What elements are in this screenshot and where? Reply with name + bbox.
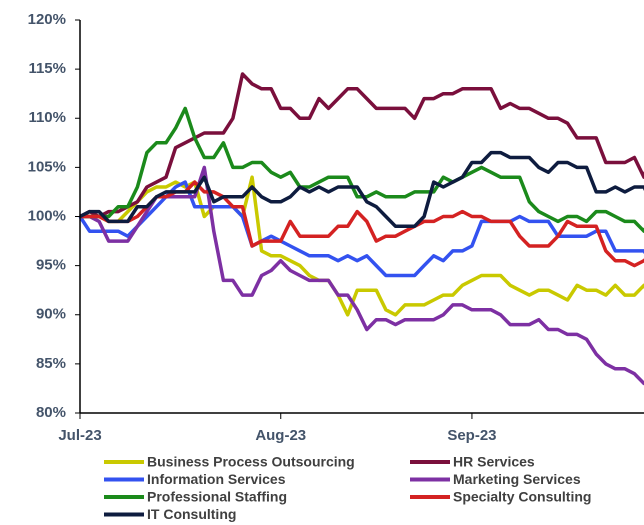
y-tick-label: 80% — [36, 404, 66, 421]
y-tick-label: 95% — [36, 257, 66, 274]
series-line — [80, 175, 644, 317]
y-tick-label: 110% — [28, 109, 66, 126]
series-line — [79, 150, 644, 229]
legend-label: Business Process Outsourcing — [147, 454, 355, 470]
y-tick-label: 120% — [28, 11, 66, 28]
legend-label: IT Consulting — [147, 506, 236, 522]
y-tick-label: 105% — [28, 158, 66, 175]
legend-label: Information Services — [147, 471, 286, 487]
x-tick-label: Sep-23 — [447, 427, 496, 444]
legend-label: HR Services — [453, 454, 535, 470]
y-tick-label: 115% — [28, 60, 66, 77]
series-line — [79, 72, 644, 219]
legend-label: Marketing Services — [453, 471, 581, 487]
y-tick-label: 100% — [28, 207, 66, 224]
plot-area — [78, 72, 644, 386]
x-tick-label: Jul-23 — [58, 427, 101, 444]
series-line — [80, 165, 644, 386]
y-tick-label: 85% — [36, 355, 66, 372]
legend-label: Specialty Consulting — [453, 489, 591, 505]
x-tick-label: Aug-23 — [255, 427, 306, 444]
y-tick-label: 90% — [36, 306, 66, 323]
legend-label: Professional Staffing — [147, 489, 287, 505]
series-line — [80, 106, 644, 233]
